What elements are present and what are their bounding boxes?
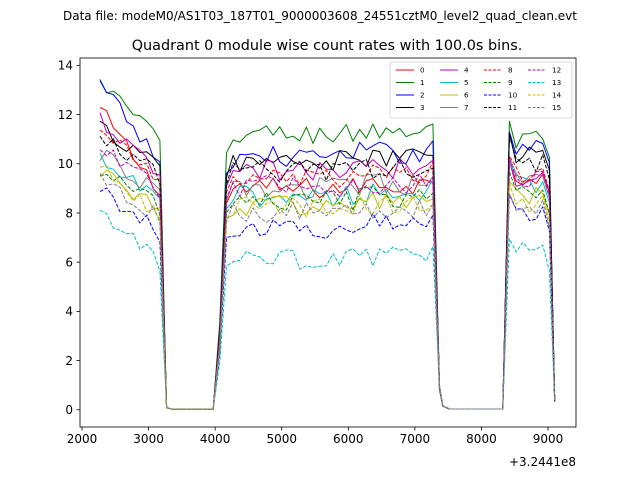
legend-label-2: 2 (420, 91, 425, 100)
legend-label-6: 6 (464, 91, 469, 100)
y-tick-label: 14 (58, 59, 73, 73)
axes: 2000 3000 4000 5000 6000 7000 8000 900002468101… (58, 57, 577, 469)
x-tick-label: 8000 (466, 432, 497, 446)
series-line-15 (99, 173, 556, 410)
y-tick-label: 0 (65, 403, 73, 417)
legend-label-9: 9 (508, 78, 513, 87)
axes-frame (79, 57, 577, 428)
legend-label-3: 3 (420, 103, 425, 112)
figure-suptitle: Data file: modeM0/AS1T03_187T01_90000036… (63, 9, 577, 23)
y-tick-label: 4 (65, 305, 73, 319)
legend-label-15: 15 (552, 103, 561, 112)
x-tick-label: 6000 (333, 432, 364, 446)
legend-label-1: 1 (420, 78, 425, 87)
y-tick-label: 8 (65, 206, 73, 220)
legend-label-14: 14 (552, 91, 562, 100)
legend-box (389, 61, 573, 119)
x-tick-label: 7000 (400, 432, 431, 446)
x-tick-label: 5000 (266, 432, 297, 446)
legend-label-0: 0 (420, 66, 425, 75)
series-line-13 (99, 209, 556, 410)
series-lines (99, 79, 556, 410)
series-line-14 (99, 165, 556, 410)
x-tick-label: 3000 (133, 432, 164, 446)
legend-label-4: 4 (464, 66, 469, 75)
legend-label-7: 7 (464, 103, 469, 112)
legend-label-11: 11 (508, 103, 517, 112)
legend-label-12: 12 (552, 66, 561, 75)
y-tick-label: 2 (65, 354, 73, 368)
y-tick-label: 6 (65, 255, 73, 269)
x-tick-label: 2000 (67, 432, 98, 446)
chart-title: Quadrant 0 module wise count rates with … (132, 38, 523, 54)
legend-label-13: 13 (552, 78, 561, 87)
legend-label-10: 10 (508, 91, 518, 100)
y-tick-label: 12 (58, 108, 73, 122)
legend-label-8: 8 (508, 66, 513, 75)
y-tick-label: 10 (58, 157, 73, 171)
x-tick-label: 4000 (200, 432, 231, 446)
x-offset-label: +3.2441e8 (509, 455, 576, 469)
legend-label-5: 5 (464, 78, 469, 87)
x-tick-label: 9000 (533, 432, 564, 446)
